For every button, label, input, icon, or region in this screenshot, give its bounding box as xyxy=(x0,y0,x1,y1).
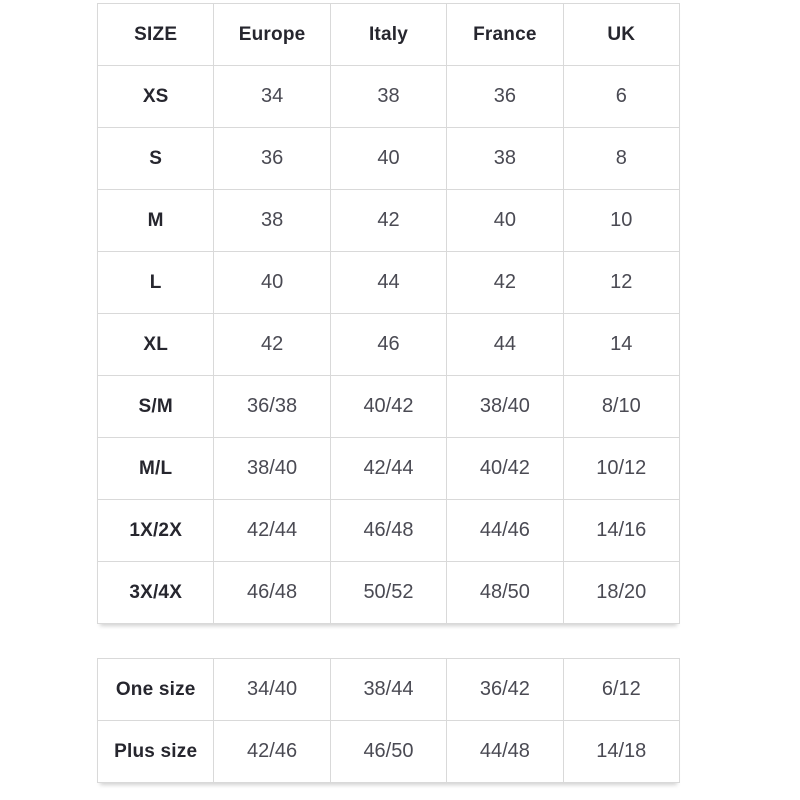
row-label: XS xyxy=(96,65,215,128)
row-label: S/M xyxy=(96,375,215,438)
table-row-xs: XS 34 38 36 6 xyxy=(96,65,681,128)
table-header-row: SIZE Europe Italy France UK xyxy=(96,3,681,66)
table-cell: 40/42 xyxy=(446,437,564,500)
table-cell: 38 xyxy=(213,189,331,252)
size-chart-page: SIZE Europe Italy France UK XS 34 38 36 … xyxy=(96,3,681,783)
table-cell: 36/38 xyxy=(213,375,331,438)
table-cell: 6/12 xyxy=(562,658,681,721)
table-cell: 46 xyxy=(329,313,448,376)
table-row-1x2x: 1X/2X 42/44 46/48 44/46 14/16 xyxy=(96,499,681,562)
table-row-plus-size: Plus size 42/46 46/50 44/48 14/18 xyxy=(96,720,681,783)
table-row-3x4x: 3X/4X 46/48 50/52 48/50 18/20 xyxy=(96,561,681,624)
table-row-one-size: One size 34/40 38/44 36/42 6/12 xyxy=(96,658,681,721)
column-header-france: France xyxy=(446,3,564,66)
table-cell: 14/18 xyxy=(562,720,681,783)
table-row-sm: S/M 36/38 40/42 38/40 8/10 xyxy=(96,375,681,438)
table-cell: 40/42 xyxy=(329,375,448,438)
row-label: S xyxy=(96,127,215,190)
table-cell: 34/40 xyxy=(213,658,331,721)
table-cell: 44 xyxy=(446,313,564,376)
column-header-size: SIZE xyxy=(96,3,215,66)
table-cell: 42/44 xyxy=(213,499,331,562)
table-cell: 36 xyxy=(446,65,564,128)
row-label: M xyxy=(96,189,215,252)
table-cell: 50/52 xyxy=(329,561,448,624)
table-cell: 38 xyxy=(446,127,564,190)
table-cell: 10/12 xyxy=(562,437,681,500)
table-cell: 44/46 xyxy=(446,499,564,562)
table-cell: 42 xyxy=(329,189,448,252)
table-cell: 6 xyxy=(562,65,681,128)
row-label: One size xyxy=(96,658,215,721)
table-row-s: S 36 40 38 8 xyxy=(96,127,681,190)
special-sizes-table: One size 34/40 38/44 36/42 6/12 Plus siz… xyxy=(96,658,681,783)
table-row-xl: XL 42 46 44 14 xyxy=(96,313,681,376)
row-label: Plus size xyxy=(96,720,215,783)
table-cell: 46/48 xyxy=(213,561,331,624)
row-label: M/L xyxy=(96,437,215,500)
row-label: XL xyxy=(96,313,215,376)
table-cell: 36/42 xyxy=(446,658,564,721)
column-header-uk: UK xyxy=(562,3,681,66)
table-cell: 40 xyxy=(329,127,448,190)
table-row-ml: M/L 38/40 42/44 40/42 10/12 xyxy=(96,437,681,500)
table-cell: 42 xyxy=(446,251,564,314)
table-cell: 38 xyxy=(329,65,448,128)
table-cell: 38/40 xyxy=(213,437,331,500)
table-cell: 44 xyxy=(329,251,448,314)
table-cell: 46/48 xyxy=(329,499,448,562)
row-label: 3X/4X xyxy=(96,561,215,624)
table-cell: 38/44 xyxy=(329,658,448,721)
table-cell: 12 xyxy=(562,251,681,314)
table-cell: 38/40 xyxy=(446,375,564,438)
size-conversion-table: SIZE Europe Italy France UK XS 34 38 36 … xyxy=(96,3,681,624)
column-header-europe: Europe xyxy=(213,3,331,66)
table-cell: 48/50 xyxy=(446,561,564,624)
table-cell: 8/10 xyxy=(562,375,681,438)
table-cell: 42/44 xyxy=(329,437,448,500)
row-label: 1X/2X xyxy=(96,499,215,562)
table-cell: 14 xyxy=(562,313,681,376)
table-cell: 40 xyxy=(446,189,564,252)
table-cell: 18/20 xyxy=(562,561,681,624)
table-cell: 8 xyxy=(562,127,681,190)
table-row-m: M 38 42 40 10 xyxy=(96,189,681,252)
table-cell: 42 xyxy=(213,313,331,376)
table-cell: 46/50 xyxy=(329,720,448,783)
row-label: L xyxy=(96,251,215,314)
table-cell: 42/46 xyxy=(213,720,331,783)
table-cell: 36 xyxy=(213,127,331,190)
table-cell: 34 xyxy=(213,65,331,128)
table-cell: 40 xyxy=(213,251,331,314)
table-cell: 44/48 xyxy=(446,720,564,783)
table-cell: 10 xyxy=(562,189,681,252)
table-cell: 14/16 xyxy=(562,499,681,562)
table-row-l: L 40 44 42 12 xyxy=(96,251,681,314)
column-header-italy: Italy xyxy=(329,3,448,66)
